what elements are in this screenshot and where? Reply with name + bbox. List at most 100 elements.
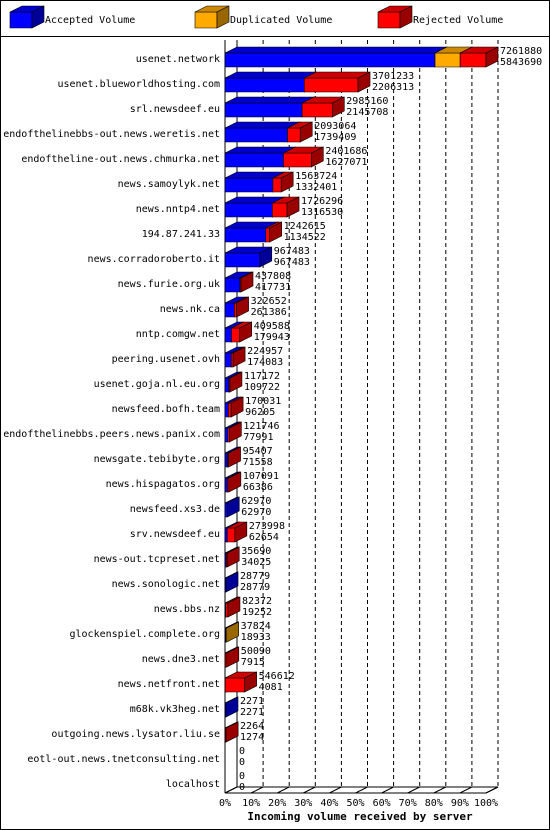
y-tick-label: news.nk.ca xyxy=(160,304,220,315)
x-tick-label: 10% xyxy=(242,798,260,809)
bar-side xyxy=(286,196,300,218)
bar-side xyxy=(239,321,253,343)
bar-side xyxy=(230,396,244,418)
total-label: 322652 xyxy=(251,296,287,307)
bar-front xyxy=(224,202,273,218)
bar-front xyxy=(224,277,241,293)
total-label: 1726296 xyxy=(301,196,343,207)
accepted-label: 62970 xyxy=(241,507,271,518)
bar-front xyxy=(224,427,229,443)
accepted-label: 261386 xyxy=(251,307,287,318)
tick-mark xyxy=(433,786,447,794)
bar-side xyxy=(226,546,240,568)
x-tick-label: 80% xyxy=(425,798,443,809)
bar-front xyxy=(226,527,236,543)
x-tick-label: 60% xyxy=(373,798,391,809)
bar-front xyxy=(225,602,229,618)
bar-front xyxy=(301,102,333,118)
bar-front xyxy=(224,327,232,343)
bar-side xyxy=(225,721,239,743)
bar-front xyxy=(459,52,487,68)
bar-segment xyxy=(224,721,239,743)
bar-top xyxy=(224,96,315,104)
bar-top xyxy=(224,121,300,129)
accepted-label: 1627071 xyxy=(325,157,367,168)
bar-front xyxy=(9,11,33,29)
tick-mark xyxy=(224,786,238,794)
legend-label: Rejected Volume xyxy=(413,15,503,26)
accepted-label: 2145708 xyxy=(346,107,388,118)
bar-front xyxy=(224,677,245,693)
bar-segment xyxy=(225,546,240,568)
legend-label: Duplicated Volume xyxy=(230,15,332,26)
accepted-label: 4081 xyxy=(259,682,283,693)
bar-side xyxy=(399,5,413,29)
y-tick-label: 194.87.241.33 xyxy=(142,229,220,240)
bar-segment xyxy=(224,221,279,243)
bar-segment xyxy=(227,446,241,468)
bar-segment xyxy=(283,146,324,168)
bar-segment xyxy=(227,421,242,443)
total-label: 0 xyxy=(239,746,245,757)
x-tick-label: 100% xyxy=(474,798,498,809)
bar-side xyxy=(225,571,239,593)
bar-segment xyxy=(225,621,239,643)
bar-side xyxy=(269,221,282,243)
tick-mark xyxy=(329,786,342,794)
bar-front xyxy=(272,177,282,193)
x-tick-label: 30% xyxy=(294,798,312,809)
total-label: 2264 xyxy=(240,721,264,732)
y-tick-label: eotl-out.news.tnetconsulting.net xyxy=(27,754,220,765)
x-tick-label: 70% xyxy=(399,798,417,809)
bar-front xyxy=(224,152,284,168)
bar-front xyxy=(224,177,274,193)
bar-side xyxy=(229,421,242,443)
bar-front xyxy=(265,227,270,243)
legend-swatch xyxy=(377,5,413,29)
y-tick-label: srv.newsdeef.eu xyxy=(130,529,220,540)
accepted-label: 967483 xyxy=(274,257,310,268)
bar-segment xyxy=(224,496,240,518)
bar-front xyxy=(224,377,230,393)
bar-front xyxy=(377,11,401,29)
bar-front xyxy=(224,502,228,518)
y-tick-label: news.bbs.nz xyxy=(154,604,220,615)
y-tick-label: news.nntp4.net xyxy=(136,204,220,215)
bar-side xyxy=(226,646,240,668)
total-label: 37824 xyxy=(241,621,271,632)
y-tick-label: news.dne3.net xyxy=(142,654,220,665)
total-label: 117172 xyxy=(244,371,280,382)
bar-side xyxy=(244,671,257,693)
accepted-label: 0 xyxy=(239,757,245,768)
y-tick-label: newsgate.tebibyte.org xyxy=(94,454,220,465)
bar-side xyxy=(227,596,241,618)
bar-segment xyxy=(265,221,282,243)
bar-side xyxy=(229,371,243,393)
bar-top xyxy=(224,46,448,54)
bar-front xyxy=(303,77,359,93)
bar-side xyxy=(236,296,249,318)
y-tick-label: glockenspiel.complete.org xyxy=(69,629,220,640)
x-tick-label: 20% xyxy=(268,798,286,809)
tick-mark xyxy=(250,786,264,794)
bar-side xyxy=(234,521,248,543)
bar-side xyxy=(331,96,345,118)
total-label: 224957 xyxy=(247,346,283,357)
bar-segment xyxy=(272,171,294,193)
x-tick-label: 0% xyxy=(219,798,231,809)
total-label: 409588 xyxy=(254,321,290,332)
bar-front xyxy=(224,452,228,468)
bar-side xyxy=(259,246,273,268)
accepted-label: 174083 xyxy=(247,357,283,368)
legend-label: Accepted Volume xyxy=(45,15,135,26)
x-tick-label: 90% xyxy=(451,798,469,809)
y-tick-label: usenet.network xyxy=(136,54,220,65)
x-tick-label: 50% xyxy=(346,798,364,809)
tick-mark xyxy=(303,786,316,794)
y-tick-label: peering.usenet.ovh xyxy=(112,354,220,365)
tick-mark xyxy=(407,786,420,794)
bar-segment xyxy=(287,121,313,143)
bar-side xyxy=(311,146,324,168)
y-tick-label: srl.newsdeef.eu xyxy=(130,104,220,115)
